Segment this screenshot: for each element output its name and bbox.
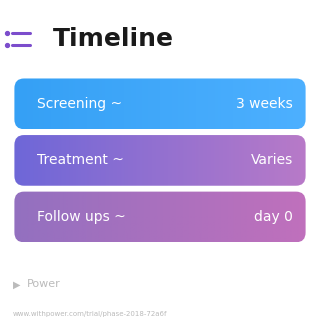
Text: Power: Power (27, 280, 61, 289)
Text: day 0: day 0 (254, 210, 293, 224)
Text: Follow ups ~: Follow ups ~ (37, 210, 125, 224)
Text: Timeline: Timeline (53, 27, 174, 51)
Text: Treatment ~: Treatment ~ (37, 153, 124, 167)
FancyBboxPatch shape (14, 135, 306, 186)
Text: ▶: ▶ (13, 280, 20, 289)
FancyBboxPatch shape (14, 192, 306, 242)
Text: www.withpower.com/trial/phase-2018-72a6f: www.withpower.com/trial/phase-2018-72a6f (13, 311, 167, 317)
Text: 3 weeks: 3 weeks (236, 97, 293, 111)
Text: Varies: Varies (251, 153, 293, 167)
FancyBboxPatch shape (14, 78, 306, 129)
Text: Screening ~: Screening ~ (37, 97, 122, 111)
